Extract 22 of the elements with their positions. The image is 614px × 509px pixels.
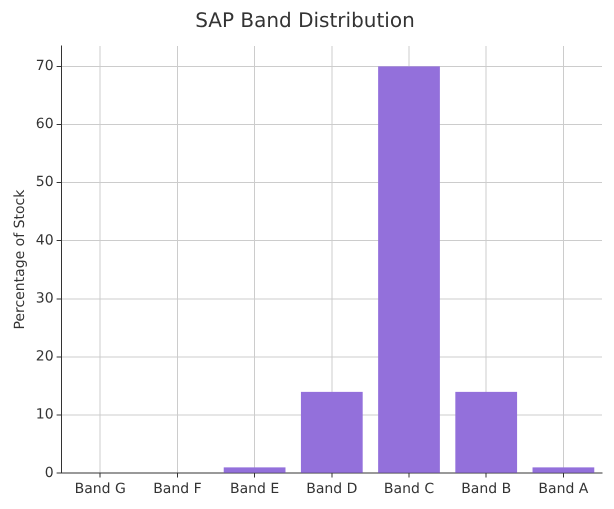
y-tick-label: 0: [44, 464, 54, 481]
y-tick-label: 20: [36, 348, 54, 365]
y-tick-label: 30: [36, 290, 54, 306]
y-tick-label: 60: [36, 116, 54, 132]
y-tick-label: 10: [36, 406, 54, 423]
x-tick-label: Band F: [153, 481, 202, 498]
bar: [300, 392, 363, 473]
x-tick-label: Band A: [538, 481, 589, 498]
x-tick-label: Band G: [74, 481, 126, 498]
y-axis-title: Percentage of Stock: [12, 188, 28, 330]
bar: [378, 66, 440, 473]
bar: [532, 467, 594, 473]
x-tick-label: Band E: [230, 481, 280, 498]
y-tick-label: 70: [36, 58, 54, 74]
x-tick-label: Band D: [306, 481, 358, 498]
x-tick-label: Band C: [384, 481, 434, 498]
y-tick-label: 40: [36, 232, 54, 248]
x-tick-label: Band B: [461, 481, 512, 498]
chart-title: SAP Band Distribution: [195, 8, 415, 32]
bar: [224, 467, 286, 473]
bar: [455, 392, 518, 473]
y-tick-label: 50: [36, 174, 54, 190]
